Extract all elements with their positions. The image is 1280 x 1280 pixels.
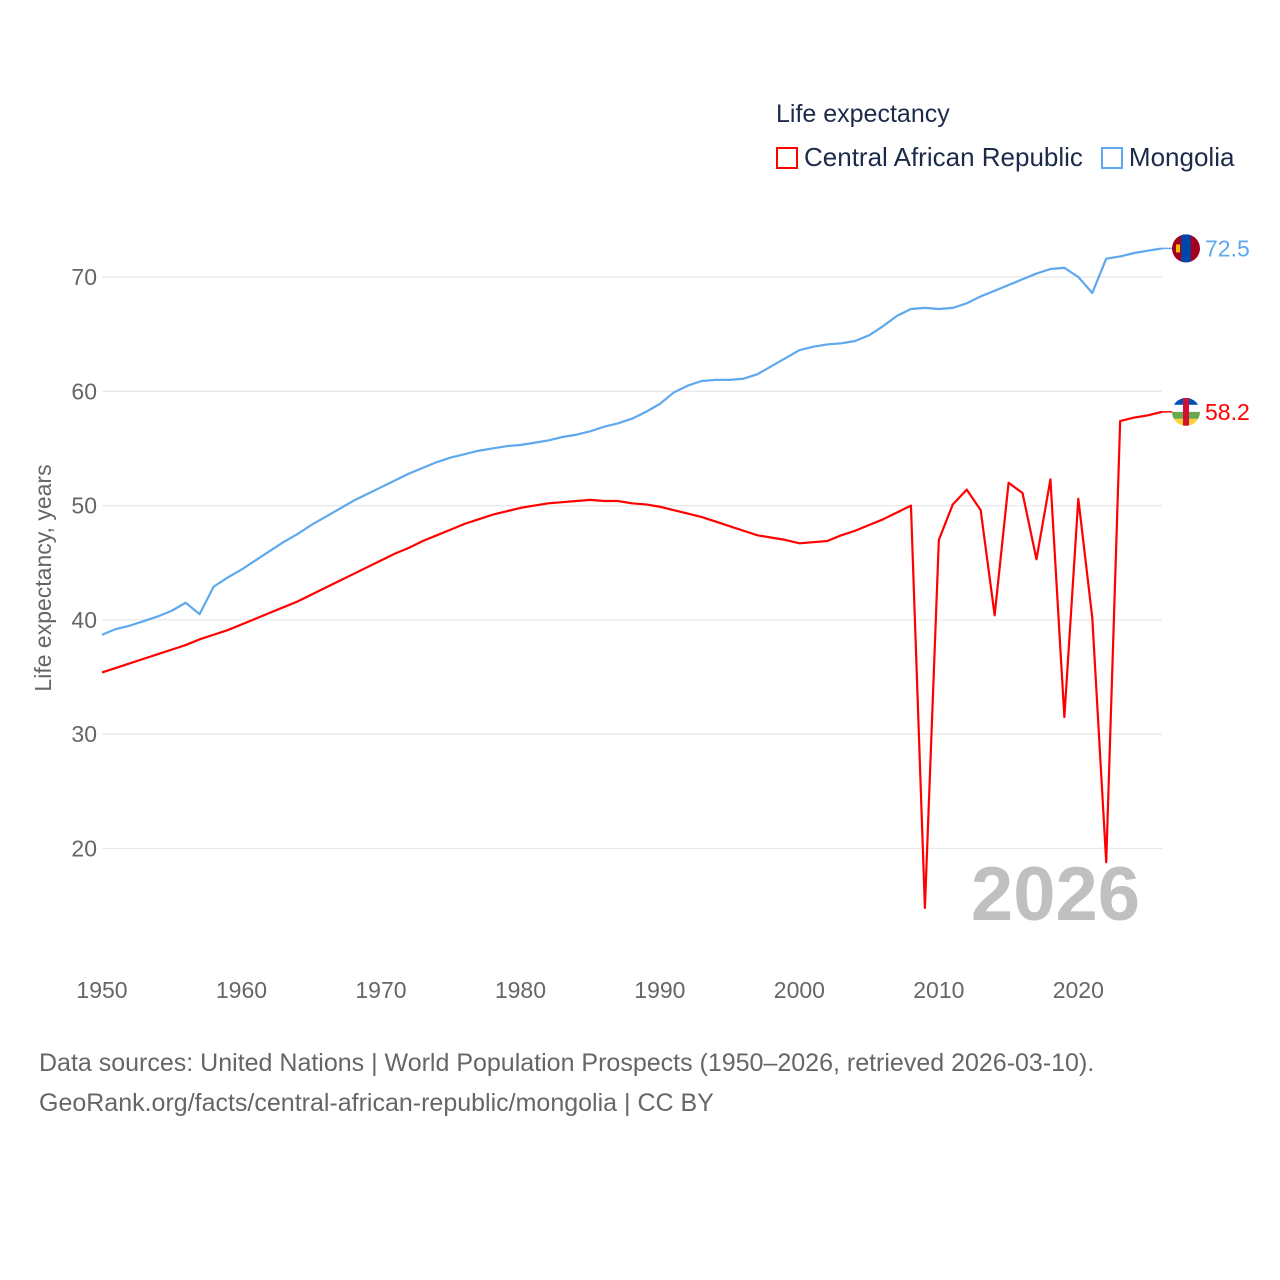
data-source: Data sources: United Nations | World Pop… bbox=[39, 1043, 1094, 1123]
x-tick-label: 1980 bbox=[495, 977, 546, 1003]
source-line-2[interactable]: GeoRank.org/facts/central-african-republ… bbox=[39, 1089, 714, 1117]
y-tick-label: 50 bbox=[71, 493, 97, 519]
end-value-label: 72.5 bbox=[1205, 235, 1250, 261]
car-flag-icon bbox=[1172, 397, 1200, 426]
end-value-label: 58.2 bbox=[1205, 399, 1250, 425]
mongolia-flag-icon bbox=[1172, 234, 1200, 263]
y-axis-label: Life expectancy, years bbox=[30, 464, 56, 691]
x-tick-label: 2000 bbox=[774, 977, 825, 1003]
legend: Central African Republic Mongolia bbox=[776, 142, 1252, 173]
x-tick-label: 1990 bbox=[634, 977, 685, 1003]
x-tick-label: 1960 bbox=[216, 977, 267, 1003]
year-watermark: 2026 bbox=[971, 852, 1140, 937]
y-tick-label: 70 bbox=[71, 264, 97, 290]
x-tick-label: 1950 bbox=[76, 977, 127, 1003]
y-tick-label: 20 bbox=[71, 836, 97, 862]
x-tick-label: 1970 bbox=[355, 977, 406, 1003]
series-line-mongolia bbox=[101, 247, 1163, 636]
y-tick-label: 40 bbox=[71, 607, 97, 633]
series-line-car bbox=[101, 410, 1163, 910]
legend-item-car[interactable]: Central African Republic bbox=[776, 142, 1083, 173]
legend-item-mongolia[interactable]: Mongolia bbox=[1100, 142, 1235, 173]
x-tick-label: 2020 bbox=[1053, 977, 1104, 1003]
legend-swatch-car bbox=[776, 146, 798, 169]
x-tick-label: 2010 bbox=[913, 977, 964, 1003]
line-chart: 20 30 40 50 60 70 1950 1960 1970 1980 1990 2000 2010… bbox=[30, 234, 1250, 1003]
y-tick-label: 60 bbox=[71, 378, 97, 404]
y-tick-label: 30 bbox=[71, 721, 97, 747]
legend-swatch-mongolia bbox=[1100, 146, 1123, 169]
legend-label-mongolia: Mongolia bbox=[1128, 142, 1235, 172]
legend-label-car: Central African Republic bbox=[804, 142, 1083, 172]
source-line-1: Data sources: United Nations | World Pop… bbox=[39, 1049, 1095, 1077]
legend-title: Life expectancy bbox=[776, 100, 950, 128]
